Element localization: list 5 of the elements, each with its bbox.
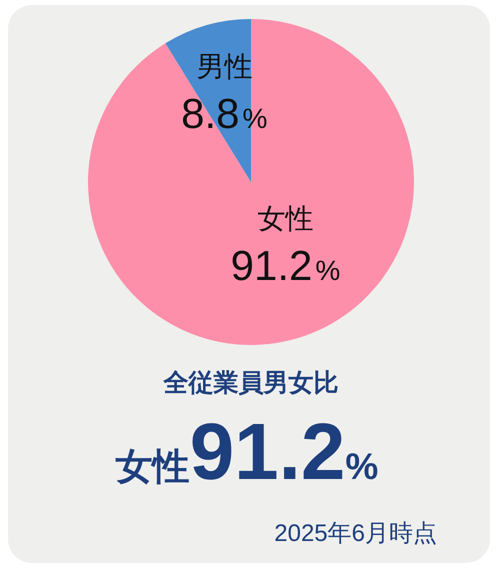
text: 全従業員男女比 [162, 369, 338, 397]
text: 2025年6月時点 [274, 520, 437, 547]
text: 女性91.2% [116, 407, 378, 496]
slice-label: 女性 [257, 203, 314, 234]
data-label: 91.2% [230, 242, 340, 290]
